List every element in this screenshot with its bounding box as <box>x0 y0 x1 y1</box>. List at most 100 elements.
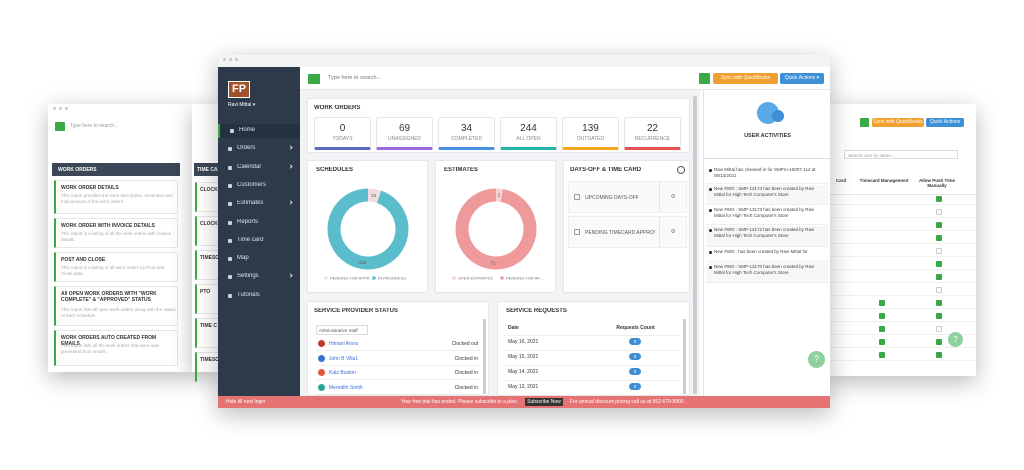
panel-title: SERVICE PROVIDER STATUS <box>314 308 399 314</box>
trial-message: Your free trial has ended. Please subscr… <box>401 399 519 405</box>
avatar <box>318 340 325 347</box>
menu-icon <box>228 238 232 243</box>
checkbox[interactable] <box>936 313 942 319</box>
checkbox[interactable] <box>936 287 942 293</box>
checkbox[interactable] <box>936 274 942 280</box>
panel-title: ESTIMATES <box>444 167 478 173</box>
row-rule <box>316 393 480 395</box>
window-dot <box>59 107 62 110</box>
checkbox[interactable] <box>936 235 942 241</box>
panel-title: WORK ORDERS <box>314 105 361 111</box>
report-card: WORK ORDERS AUTO CREATED FROM EMAILS This… <box>54 330 178 366</box>
row-rule <box>316 364 480 366</box>
user-search[interactable]: Search user by name... <box>844 150 958 159</box>
phone-message: For annual discount pricing call us at 9… <box>570 399 684 405</box>
help-button[interactable]: ? <box>808 351 825 368</box>
checkbox[interactable] <box>936 326 942 332</box>
menu-item[interactable]: Map <box>218 252 300 266</box>
hide-link[interactable]: Hide till next login <box>226 399 266 405</box>
donut-chart: 23 PENDING FOR APPR... 416 IN PROGRESS <box>324 188 409 281</box>
stat-card[interactable]: 34 COMPLETED <box>438 117 495 150</box>
menu-item[interactable]: Tutorials <box>218 289 300 303</box>
legend-swatch <box>452 276 456 280</box>
checkbox[interactable] <box>879 313 885 319</box>
report-desc: This report lists all open work orders a… <box>61 307 176 318</box>
provider-status: Clocked in <box>454 355 478 362</box>
menu-item[interactable]: Estimates <box>218 197 300 211</box>
activity-item: New #WO : SMP-13173 has been created by … <box>706 206 828 225</box>
checkbox[interactable] <box>936 300 942 306</box>
legend-label: PENDING FOR AP... <box>506 276 543 281</box>
segment-label: 2 <box>498 193 501 198</box>
menu-item[interactable]: Home <box>218 124 300 138</box>
checkbox[interactable] <box>879 300 885 306</box>
stat-card[interactable]: 0 TODAYS <box>314 117 371 150</box>
search-input: Type here to search... <box>70 123 119 129</box>
stat-label: COMPLETED <box>450 136 483 142</box>
activity-text: New #WO : SMP-13174 has been created by … <box>714 186 815 197</box>
activity-item: New #WO : has been created by Ravi Mitta… <box>706 248 828 262</box>
provider-name[interactable]: John B Villa1 <box>329 355 359 362</box>
checkbox[interactable] <box>936 248 942 254</box>
stat-value: 22 <box>646 123 659 134</box>
checkbox[interactable] <box>936 352 942 358</box>
row-value: 0 <box>671 194 675 200</box>
column-header: Requests Count <box>616 325 655 331</box>
panel-title: DAYS-OFF & TIME CARD <box>570 167 642 173</box>
checkbox[interactable] <box>936 261 942 267</box>
provider-status: Clocked in <box>454 370 478 376</box>
menu-item[interactable]: Customers <box>218 179 300 193</box>
checkbox[interactable] <box>879 352 885 358</box>
report-card: POST AND CLOSE This report is a listing o… <box>54 252 178 282</box>
activity-bullet <box>709 266 712 269</box>
header-bar: Type here to search... Sync with QuickBoo… <box>300 67 830 90</box>
quick-actions-button[interactable]: Quick Actions ▾ <box>780 73 824 84</box>
checkbox[interactable] <box>879 339 885 345</box>
search-button[interactable] <box>699 73 710 84</box>
menu-item[interactable]: Time card <box>218 234 300 248</box>
request-date: May 16, 2021 <box>508 339 539 345</box>
stat-card[interactable]: 22 RECURRENCE <box>624 117 681 150</box>
menu-item[interactable]: Orders <box>218 142 300 156</box>
menu-item[interactable]: Reports <box>218 216 300 230</box>
background-window: Sync with QuickBooks Quick Actions Search … <box>826 104 976 376</box>
quick-actions-button[interactable]: Quick Actions <box>926 118 964 127</box>
checkbox[interactable] <box>936 339 942 345</box>
menu-arrow <box>288 273 293 279</box>
donut-segment <box>495 188 503 202</box>
legend-swatch <box>500 276 504 280</box>
provider-status: Clocked in <box>454 384 478 391</box>
search-button[interactable] <box>860 118 869 127</box>
days-off-row[interactable]: UPCOMING DAYS-OFF 0 <box>568 181 687 213</box>
menu-button <box>55 122 65 131</box>
stat-card[interactable]: 244 ALL OPEN <box>500 117 557 150</box>
sync-button[interactable]: Sync with QuickBooks <box>872 118 924 127</box>
help-button[interactable]: ? <box>948 332 963 347</box>
user-name[interactable]: Ravi Mittal ▾ <box>228 102 256 108</box>
menu-item[interactable]: Settings <box>218 270 300 284</box>
menu-item[interactable]: Calendar <box>218 161 300 175</box>
subscribe-button[interactable]: Subscribe Now <box>525 398 563 406</box>
stat-card[interactable]: 69 UNASSIGNED <box>376 117 433 150</box>
checkbox[interactable] <box>936 222 942 228</box>
row-rule <box>826 360 976 361</box>
provider-name[interactable]: Katz Buxton <box>329 370 356 376</box>
search-input[interactable]: Type here to search... <box>328 75 382 81</box>
provider-name[interactable]: Himani Arora <box>329 341 358 347</box>
checkbox[interactable] <box>936 196 942 202</box>
request-count: 0 <box>629 338 641 345</box>
days-off-row[interactable]: PENDING TIMECARD APPROVALS 0 <box>568 216 687 248</box>
checkbox[interactable] <box>879 326 885 332</box>
sync-button[interactable]: Sync with QuickBooks <box>713 73 778 84</box>
menu-icon <box>228 165 232 170</box>
stat-card[interactable]: 139 OUTDATED <box>562 117 619 150</box>
stat-label: UNASSIGNED <box>387 136 422 142</box>
menu-toggle[interactable] <box>308 74 320 84</box>
checkbox[interactable] <box>936 209 942 215</box>
request-count: 0 <box>629 353 641 360</box>
provider-name[interactable]: Meredith Smith <box>329 384 363 391</box>
activity-bullet <box>709 209 712 212</box>
window-dot <box>235 58 238 61</box>
stat-label: TODAYS <box>332 136 353 142</box>
